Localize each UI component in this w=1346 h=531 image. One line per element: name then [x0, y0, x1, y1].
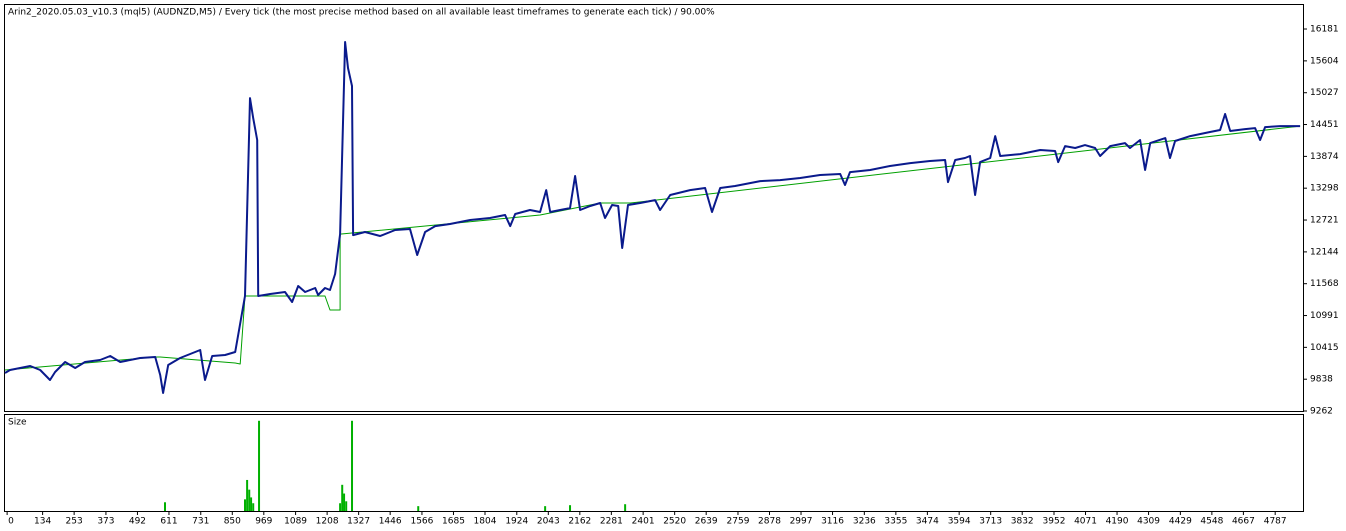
size-bar — [345, 501, 348, 511]
size-bar — [341, 484, 344, 511]
size-bar — [339, 503, 342, 511]
x-tick-label: 2401 — [632, 517, 655, 527]
x-tick-label: 3713 — [979, 517, 1002, 527]
x-tick-label: 3474 — [916, 517, 939, 527]
x-tick-label: 3594 — [948, 517, 971, 527]
chart-title: Arin2_2020.05.03_v10.3 (mql5) (AUDNZD,M5… — [8, 8, 715, 18]
size-bar — [417, 506, 420, 511]
panel-title: Size — [8, 418, 27, 428]
y-tick-label: 11568 — [1310, 279, 1339, 289]
y-tick-label: 15027 — [1310, 88, 1339, 98]
x-tick-label: 4787 — [1264, 517, 1287, 527]
y-tick-label: 15604 — [1310, 56, 1339, 66]
size-bar — [351, 420, 354, 511]
x-tick-label: 2162 — [568, 517, 591, 527]
x-tick-label: 2043 — [537, 517, 560, 527]
x-tick-label: 4429 — [1169, 517, 1192, 527]
y-tick-label: 12721 — [1310, 216, 1339, 226]
size-bar — [252, 503, 255, 511]
series-line — [4, 41, 1301, 394]
x-tick-label: 2520 — [663, 517, 686, 527]
size-bar — [248, 489, 251, 511]
x-tick-label: 1924 — [505, 517, 528, 527]
y-tick-label: 10415 — [1310, 343, 1339, 353]
x-tick-label: 0 — [8, 517, 14, 527]
y-tick-label: 13874 — [1310, 152, 1339, 162]
x-tick-label: 2759 — [727, 517, 750, 527]
x-tick-label: 1327 — [347, 517, 370, 527]
x-tick-label: 731 — [192, 517, 209, 527]
x-tick-label: 4548 — [1200, 517, 1223, 527]
size-bar — [250, 497, 253, 511]
x-tick-label: 1685 — [442, 517, 465, 527]
y-tick-label: 12144 — [1310, 247, 1339, 257]
x-tick-label: 1208 — [316, 517, 339, 527]
y-tick-label: 14451 — [1310, 120, 1339, 130]
x-tick-label: 3116 — [821, 517, 844, 527]
x-tick-label: 4071 — [1074, 517, 1097, 527]
x-tick-label: 2281 — [600, 517, 623, 527]
size-bar — [163, 502, 166, 511]
x-tick-label: 4667 — [1232, 517, 1255, 527]
x-tick-label: 1089 — [284, 517, 307, 527]
x-tick-label: 253 — [66, 517, 83, 527]
x-tick-label: 3236 — [853, 517, 876, 527]
x-tick-label: 3355 — [884, 517, 907, 527]
size-bar — [624, 504, 627, 511]
x-tick-label: 1804 — [474, 517, 497, 527]
x-tick-label: 1446 — [379, 517, 402, 527]
size-bar — [544, 506, 547, 511]
x-tick-label: 373 — [97, 517, 114, 527]
x-tick-label: 4190 — [1106, 517, 1129, 527]
size-bar — [246, 479, 249, 511]
x-tick-label: 3832 — [1011, 517, 1034, 527]
y-tick-label: 9838 — [1310, 375, 1333, 385]
size-panel — [4, 414, 1304, 512]
y-tick-label: 10991 — [1310, 311, 1339, 321]
y-tick-label: 9262 — [1310, 407, 1333, 417]
y-tick-label: 16181 — [1310, 25, 1339, 35]
x-tick-label: 134 — [34, 517, 51, 527]
x-tick-label: 1566 — [410, 517, 433, 527]
x-tick-label: 2639 — [695, 517, 718, 527]
x-tick-label: 611 — [160, 517, 177, 527]
x-tick-label: 4309 — [1137, 517, 1160, 527]
size-bar — [569, 505, 572, 511]
x-tick-label: 969 — [255, 517, 272, 527]
main-panel — [4, 4, 1304, 412]
x-tick-label: 2997 — [790, 517, 813, 527]
size-bar — [258, 420, 261, 511]
x-tick-label: 2878 — [758, 517, 781, 527]
size-bar — [243, 499, 246, 511]
x-tick-label: 492 — [129, 517, 146, 527]
size-bar — [343, 493, 346, 511]
x-tick-label: 850 — [224, 517, 241, 527]
x-tick-label: 3952 — [1043, 517, 1066, 527]
y-tick-label: 13298 — [1310, 184, 1339, 194]
